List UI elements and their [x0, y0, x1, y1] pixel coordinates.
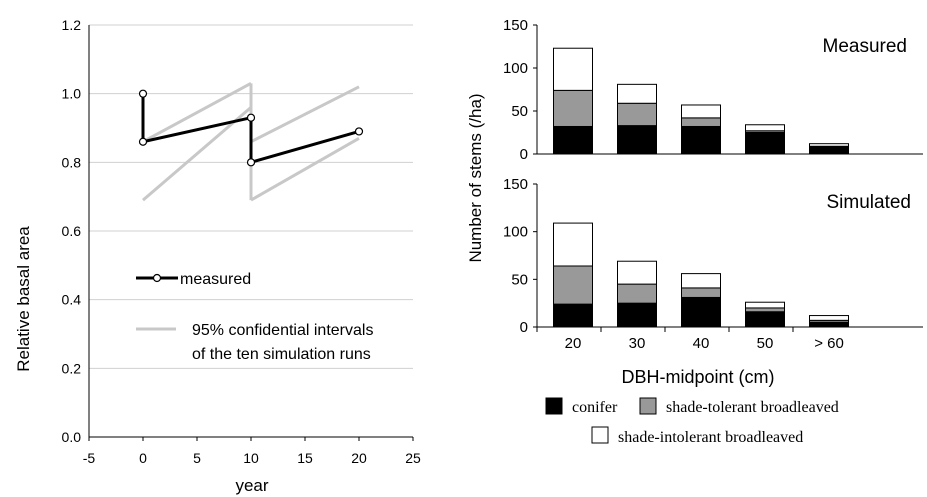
- simulated-bar-shade-intolerant-broadleaved: [553, 222, 593, 267]
- measured-y-tick-label: 0: [520, 146, 528, 163]
- measured-bar-shade-intolerant-broadleaved: [617, 83, 657, 104]
- simulated-y-tick-labels: 0 50 100 150: [503, 176, 537, 336]
- legend-conifer-label: conifer: [572, 399, 618, 416]
- simulated-bar-shade-intolerant-broadleaved: [617, 260, 657, 285]
- simulated-x-tick-label: 50: [757, 335, 774, 352]
- simulated-bar-conifer: [809, 321, 849, 328]
- measured-bar-conifer: [681, 125, 721, 155]
- left-y-tick-label: 0.2: [62, 360, 82, 376]
- left-y-tick-label: 0.4: [62, 292, 82, 308]
- left-x-tick-labels: -5 0 5 10 15 20 25: [83, 437, 421, 466]
- left-x-tick-label: 15: [297, 450, 313, 466]
- ci-segment: [250, 136, 360, 202]
- simulated-x-tick-label: 30: [629, 335, 646, 352]
- legend-measured-label: measured: [180, 271, 251, 288]
- left-x-tick-label: 25: [405, 450, 421, 466]
- simulated-bar-shade-tolerant-broadleaved: [617, 283, 657, 304]
- left-x-tick-label: 20: [351, 450, 367, 466]
- measured-point: [354, 127, 364, 136]
- measured-bar-shade-tolerant-broadleaved: [681, 117, 721, 127]
- measured-bar-conifer: [745, 132, 785, 155]
- measured-point: [138, 137, 148, 146]
- left-x-tick-label: 5: [193, 450, 201, 466]
- legend-ci-label-line1: 95% confidential intervals: [192, 322, 373, 339]
- measured-bar-shade-intolerant-broadleaved: [681, 104, 721, 119]
- simulated-bar-shade-tolerant-broadleaved: [745, 307, 785, 313]
- left-y-tick-label: 0.6: [62, 223, 82, 239]
- measured-bar-conifer: [553, 125, 593, 155]
- left-legend: measured 95% confidential intervals of t…: [136, 271, 373, 363]
- measured-bar-conifer: [617, 125, 657, 155]
- measured-bar-shade-intolerant-broadleaved: [809, 143, 849, 147]
- left-x-tick-label: 0: [139, 450, 147, 466]
- bar-y-axis-label: Number of stems (/ha): [466, 93, 485, 262]
- left-y-tick-label: 1.0: [62, 86, 82, 102]
- simulated-bar-conifer: [681, 296, 721, 328]
- legend-measured-marker: [152, 273, 162, 283]
- simulated-bar-conifer: [745, 311, 785, 328]
- measured-point: [246, 158, 256, 167]
- simulated-bar-conifer: [553, 303, 593, 328]
- simulated-stems-chart: 0 50 100 150 20 30 40 50 > 60 Simulated DBH-mid…: [503, 176, 923, 387]
- simulated-x-tick-label: > 60: [814, 335, 844, 352]
- measured-bar-shade-tolerant-broadleaved: [553, 89, 593, 127]
- simulated-x-tick-label: 40: [693, 335, 710, 352]
- legend-ci-label-line2: of the ten simulation runs: [192, 346, 371, 363]
- ci-segment: [250, 85, 360, 144]
- legend-tolerant-label: shade-tolerant broadleaved: [666, 399, 839, 416]
- measured-bar-conifer: [809, 146, 849, 155]
- bar-legend: conifer shade-tolerant broadleaved shade…: [545, 397, 839, 446]
- measured-y-tick-label: 50: [511, 103, 528, 120]
- measured-bars: [553, 47, 849, 155]
- measured-bar-shade-intolerant-broadleaved: [745, 124, 785, 132]
- measured-bar-shade-tolerant-broadleaved: [617, 102, 657, 127]
- measured-stems-chart: 0 50 100 150 Measured: [503, 17, 923, 163]
- measured-panel-title: Measured: [823, 36, 908, 57]
- measured-bar-shade-intolerant-broadleaved: [553, 47, 593, 91]
- simulated-x-tick-labels: 20 30 40 50 > 60: [536, 327, 844, 352]
- measured-y-tick-labels: 0 50 100 150: [503, 17, 537, 163]
- left-x-tick-label: -5: [83, 450, 96, 466]
- legend-intolerant-swatch: [591, 426, 609, 444]
- measured-y-tick-label: 150: [503, 17, 528, 34]
- measured-point: [246, 113, 256, 122]
- simulated-bar-conifer: [617, 302, 657, 328]
- left-y-tick-label: 0.8: [62, 154, 82, 170]
- simulated-bar-shade-tolerant-broadleaved: [681, 287, 721, 298]
- legend-tolerant-swatch: [639, 397, 657, 415]
- simulated-y-tick-label: 150: [503, 176, 528, 193]
- left-y-axis-label: Relative basal area: [14, 226, 33, 372]
- ci-segment: [142, 82, 252, 144]
- measured-point: [138, 89, 148, 98]
- left-y-tick-labels: 0.0 0.2 0.4 0.6 0.8 1.0 1.2: [62, 17, 82, 445]
- simulated-y-tick-label: 50: [511, 271, 528, 288]
- simulated-bar-shade-tolerant-broadleaved: [553, 265, 593, 305]
- basal-area-chart: 0.00.20.40.60.81.01.2 -5 0 5 10 15 20 25 year …: [14, 17, 421, 495]
- left-y-tick-label: 1.2: [62, 17, 82, 33]
- simulated-bar-shade-intolerant-broadleaved: [681, 273, 721, 289]
- simulated-bars: [553, 222, 849, 328]
- measured-series: [138, 89, 364, 167]
- measured-y-tick-label: 100: [503, 60, 528, 77]
- simulated-panel-title: Simulated: [827, 192, 912, 213]
- bar-x-axis-label: DBH-midpoint (cm): [621, 367, 774, 387]
- simulated-bar-shade-intolerant-broadleaved: [809, 315, 849, 321]
- simulated-y-tick-label: 100: [503, 224, 528, 241]
- left-x-tick-label: 10: [243, 450, 259, 466]
- left-x-axis-label: year: [235, 476, 268, 495]
- simulated-y-tick-label: 0: [520, 319, 528, 336]
- legend-conifer-swatch: [545, 397, 563, 415]
- left-y-tick-label: 0.0: [62, 429, 82, 445]
- simulated-bar-shade-intolerant-broadleaved: [745, 301, 785, 309]
- legend-intolerant-label: shade-intolerant broadleaved: [618, 429, 803, 446]
- simulated-x-tick-label: 20: [565, 335, 582, 352]
